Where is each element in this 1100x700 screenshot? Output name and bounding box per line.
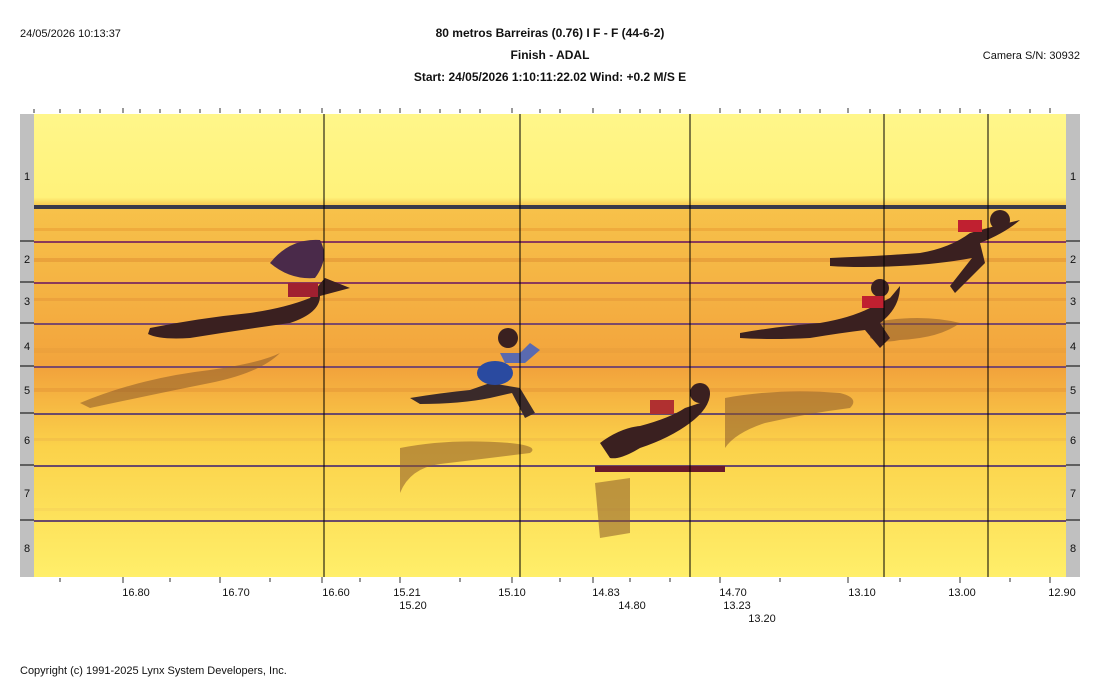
time-tick-label: 15.20 bbox=[399, 600, 427, 612]
time-cursors bbox=[323, 114, 989, 577]
lane-label-left-1: 1 bbox=[23, 171, 31, 183]
time-tick-label: 13.10 bbox=[848, 587, 876, 599]
athlete-lane-2 bbox=[148, 239, 350, 339]
finish-photo[interactable] bbox=[20, 108, 1080, 583]
track-streaks bbox=[34, 228, 1066, 511]
right-side-bar bbox=[1066, 114, 1080, 577]
lane-label-left-6: 6 bbox=[23, 435, 31, 447]
lane-separators bbox=[20, 240, 1080, 521]
time-tick-label: 13.00 bbox=[948, 587, 976, 599]
camera-serial: Camera S/N: 30932 bbox=[982, 50, 1080, 62]
lane-label-left-2: 2 bbox=[23, 254, 31, 266]
athlete-lane-1-2 bbox=[830, 210, 1020, 293]
time-tick-label: 14.80 bbox=[618, 600, 646, 612]
time-tick-label: 13.20 bbox=[748, 613, 776, 625]
time-tick-label: 16.70 bbox=[222, 587, 250, 599]
lane-label-left-7: 7 bbox=[23, 488, 31, 500]
start-and-wind: Start: 24/05/2026 1:10:11:22.02 Wind: +0… bbox=[413, 70, 687, 84]
photo-background bbox=[34, 114, 1066, 577]
lane-label-right-7: 7 bbox=[1069, 488, 1077, 500]
lane-label-right-1: 1 bbox=[1069, 171, 1077, 183]
time-tick-label: 14.83 bbox=[592, 587, 620, 599]
lane-label-left-3: 3 bbox=[23, 296, 31, 308]
time-tick-label: 15.10 bbox=[498, 587, 526, 599]
lane-label-right-2: 2 bbox=[1069, 254, 1077, 266]
lane-label-right-6: 6 bbox=[1069, 435, 1077, 447]
lane-label-right-8: 8 bbox=[1069, 543, 1077, 555]
lane-label-left-4: 4 bbox=[23, 341, 31, 353]
athlete-lane-6 bbox=[595, 383, 725, 472]
time-tick-label: 16.60 bbox=[322, 587, 350, 599]
lane-label-right-4: 4 bbox=[1069, 341, 1077, 353]
lane-label-left-8: 8 bbox=[23, 543, 31, 555]
timeline-ticks bbox=[33, 108, 1051, 583]
time-tick-label: 13.23 bbox=[723, 600, 751, 612]
athlete-shadows bbox=[80, 318, 960, 538]
race-subtitle: Finish - ADAL bbox=[510, 48, 590, 62]
lane-label-right-5: 5 bbox=[1069, 385, 1077, 397]
lane-label-right-3: 3 bbox=[1069, 296, 1077, 308]
left-side-bar bbox=[20, 114, 34, 577]
time-tick-label: 12.90 bbox=[1048, 587, 1076, 599]
copyright-notice: Copyright (c) 1991-2025 Lynx System Deve… bbox=[20, 665, 287, 677]
capture-timestamp: 24/05/2026 10:13:37 bbox=[20, 28, 121, 40]
race-title: 80 metros Barreiras (0.76) I F - F (44-6… bbox=[435, 26, 665, 40]
time-tick-label: 14.70 bbox=[719, 587, 747, 599]
lane-label-left-5: 5 bbox=[23, 385, 31, 397]
time-tick-label: 15.21 bbox=[393, 587, 421, 599]
lane-lines bbox=[34, 205, 1066, 522]
time-tick-label: 16.80 bbox=[122, 587, 150, 599]
